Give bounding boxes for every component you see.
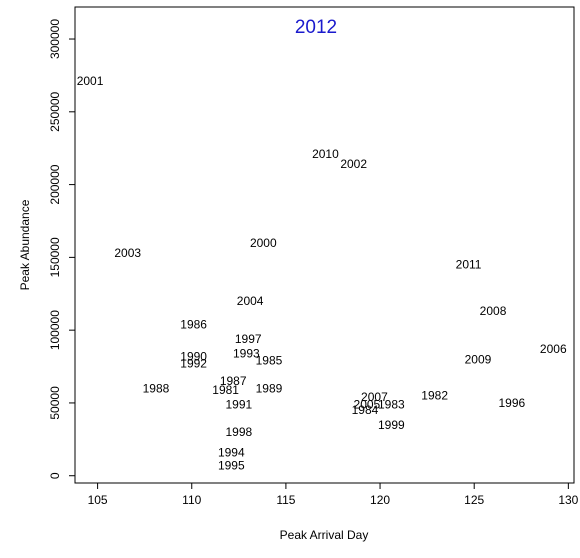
point-label-1997: 1997 — [235, 332, 262, 346]
point-label-1991: 1991 — [225, 397, 252, 411]
point-label-1987: 1987 — [220, 374, 247, 388]
point-label-1990: 1990 — [180, 349, 207, 363]
y-tick-label: 300000 — [48, 19, 62, 59]
point-label-2004: 2004 — [237, 294, 264, 308]
point-label-2003: 2003 — [114, 246, 141, 260]
point-label-2009: 2009 — [465, 352, 492, 366]
point-label-2010: 2010 — [312, 147, 339, 161]
point-label-1989: 1989 — [256, 381, 283, 395]
x-tick-label: 120 — [370, 493, 390, 507]
y-axis-label: Peak Abundance — [18, 199, 32, 290]
point-label-1994: 1994 — [218, 445, 245, 459]
y-tick-label: 100000 — [48, 310, 62, 350]
point-label-2000: 2000 — [250, 236, 277, 250]
point-label-2006: 2006 — [540, 342, 567, 356]
point-label-1982: 1982 — [421, 389, 448, 403]
point-label-1999: 1999 — [378, 418, 405, 432]
point-label-1984: 1984 — [352, 403, 379, 417]
point-label-1995: 1995 — [218, 459, 245, 473]
x-tick-label: 110 — [182, 493, 201, 507]
point-label-1993: 1993 — [233, 346, 260, 360]
point-label-1983: 1983 — [378, 397, 405, 411]
point-label-2001: 2001 — [77, 74, 104, 88]
point-label-1981: 1981 — [212, 383, 239, 397]
point-label-1998: 1998 — [225, 425, 252, 439]
x-tick-label: 105 — [88, 493, 108, 507]
y-axis: 0 50000 100000 150000 200000 250000 300000 — [48, 19, 75, 479]
y-tick-label: 150000 — [48, 237, 62, 277]
point-label-1992: 1992 — [180, 357, 207, 371]
point-label-2011: 2011 — [456, 258, 482, 272]
x-tick-label: 115 — [276, 493, 295, 507]
x-axis-label: Peak Arrival Day — [280, 528, 369, 542]
point-label-2005: 2005 — [354, 397, 381, 411]
point-label-1996: 1996 — [499, 396, 526, 410]
y-tick-label: 50000 — [48, 386, 62, 420]
y-tick-label: 200000 — [48, 164, 62, 204]
x-axis: 105 110 115 120 125 130 — [88, 483, 579, 507]
point-label-1988: 1988 — [143, 381, 170, 395]
point-label-2008: 2008 — [480, 304, 507, 318]
point-label-2002: 2002 — [340, 157, 367, 171]
x-tick-label: 125 — [464, 493, 484, 507]
point-label-1986: 1986 — [180, 317, 207, 331]
x-tick-label: 130 — [558, 493, 578, 507]
point-label-2007: 2007 — [361, 390, 388, 404]
plot-frame — [74, 6, 575, 484]
y-tick-label: 250000 — [48, 91, 62, 131]
point-label-1985: 1985 — [256, 354, 283, 368]
y-tick-label: 0 — [48, 472, 62, 479]
chart-title: 2012 — [295, 17, 337, 38]
